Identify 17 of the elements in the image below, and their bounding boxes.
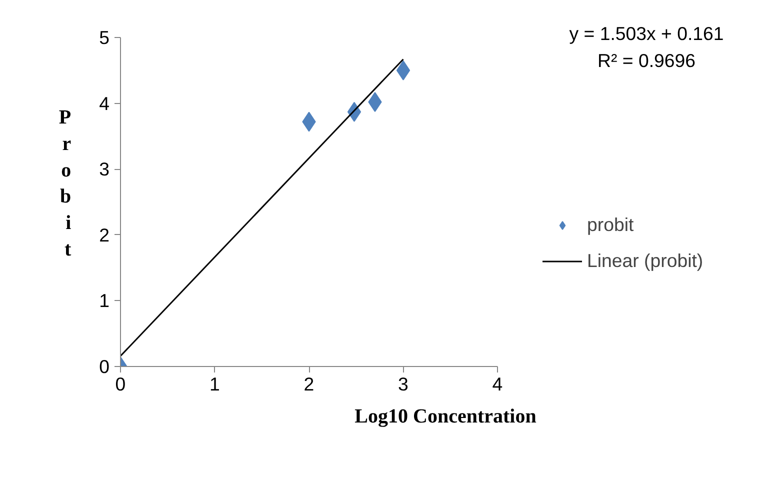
y-axis-title: Probit [58,106,72,260]
y-tick-label: 0 [99,356,110,377]
y-tick-label: 4 [99,92,110,114]
x-tick-label: 3 [398,374,408,394]
legend-label: probit [587,214,634,236]
x-tick-label: 0 [115,374,126,394]
x-tick-label: 4 [492,374,503,394]
x-tick-label: 2 [304,374,314,394]
x-tick-label: 1 [210,374,220,394]
y-tick-label: 2 [99,224,110,246]
text: R² = 0.9696 [597,50,696,71]
text: y = 1.503x + 0.161 [569,23,724,44]
x-axis-title: Log10 Concentration [354,406,536,428]
y-tick-label: 3 [99,158,110,180]
y-tick-label: 5 [99,27,110,48]
y-tick-label: 1 [99,290,110,312]
legend-label: Linear (probit) [587,250,704,272]
